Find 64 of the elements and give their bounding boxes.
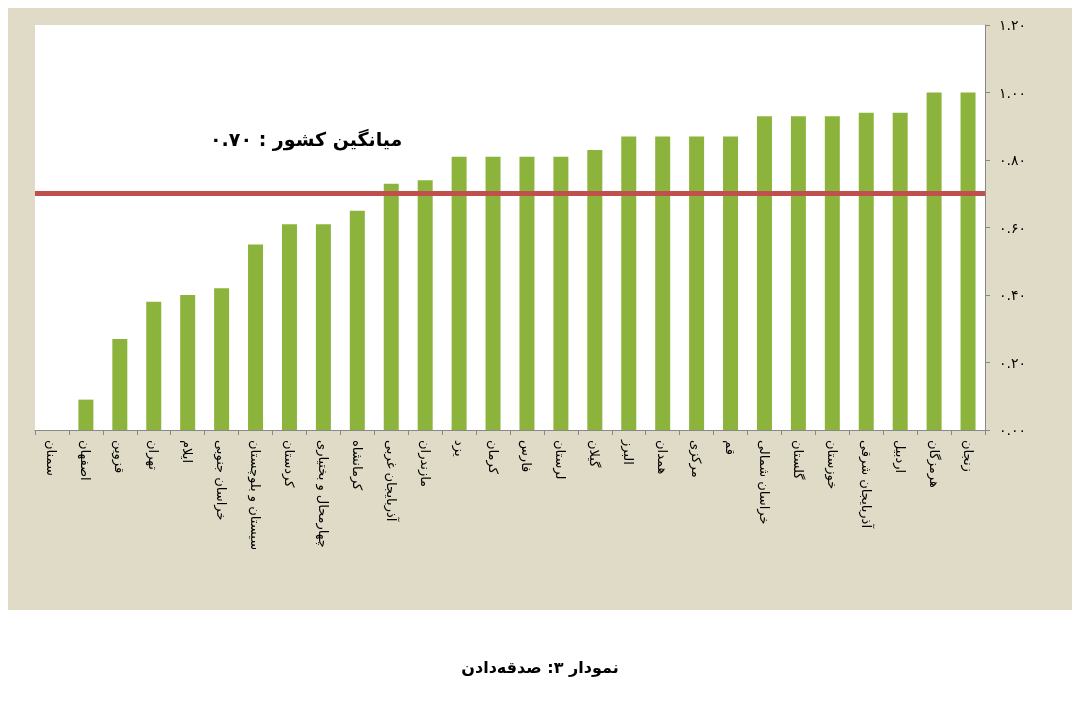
bar — [451, 156, 467, 430]
bar — [349, 210, 365, 430]
x-tick-label: البرز — [620, 439, 637, 465]
x-tick-label: زنجان — [959, 440, 976, 472]
bar — [723, 136, 739, 430]
x-tick-label: قم — [722, 440, 739, 455]
bar — [689, 136, 705, 430]
x-tick-label: کردستان — [280, 440, 297, 489]
x-tick-label: سیستان و بلوچستان — [247, 440, 264, 551]
ref-line-label: میانگین کشور : ۰.۷۰ — [210, 128, 403, 152]
x-tick-label: قزوین — [111, 440, 128, 474]
x-tick-label: گیلان — [587, 440, 603, 469]
bar — [112, 338, 128, 430]
x-tick-label: خراسان شمالی — [755, 440, 772, 525]
bar — [756, 116, 772, 430]
x-tick-label: اصفهان — [77, 440, 94, 481]
bar — [587, 149, 603, 430]
bar — [281, 224, 297, 430]
x-tick-label: کرمانشاه — [348, 440, 365, 492]
y-tick-label: ۰.۲۰ — [999, 354, 1027, 371]
x-tick-label: اردبیل — [891, 440, 908, 474]
bar — [960, 92, 976, 430]
x-tick-label: ایلام — [180, 440, 196, 464]
bar — [248, 244, 264, 430]
x-tick-label: آذربایجان غربی — [382, 440, 400, 523]
bar — [621, 136, 637, 430]
bar — [78, 399, 94, 430]
x-tick-label: لرستان — [552, 440, 569, 480]
x-tick-label: کرمان — [484, 440, 501, 475]
x-tick-label: چهارمحال و بختیاری — [314, 440, 331, 548]
x-tick-label: همدان — [655, 440, 671, 475]
bar — [417, 180, 433, 430]
bar — [824, 116, 840, 430]
y-tick-label: ۰.۸۰ — [999, 152, 1027, 168]
x-tick-label: فارس — [518, 440, 535, 473]
x-tick-label: مازندران — [416, 440, 433, 488]
bar — [790, 116, 806, 430]
y-tick-label: ۰.۰۰ — [999, 422, 1027, 438]
bar — [315, 224, 331, 430]
x-tick-label: هرمزگان — [925, 440, 942, 489]
x-tick-label: مرکزی — [688, 440, 705, 478]
bar — [519, 156, 535, 430]
x-tick-label: گلستان — [790, 440, 806, 481]
y-tick-label: ۱.۲۰ — [999, 17, 1027, 33]
x-tick-label: سمنان — [44, 440, 60, 476]
y-tick-label: ۰.۴۰ — [999, 287, 1027, 303]
bar — [553, 156, 569, 430]
y-tick-label: ۰.۶۰ — [999, 219, 1027, 236]
bar — [146, 301, 162, 430]
bar — [858, 112, 874, 430]
x-tick-label: تهران — [145, 440, 162, 471]
bar — [655, 136, 671, 430]
bar — [892, 112, 908, 430]
bar — [214, 288, 230, 430]
bar — [926, 92, 942, 430]
bar — [383, 183, 399, 430]
y-tick-label: ۱.۰۰ — [999, 84, 1027, 101]
x-tick-label: آذربایجان شرقی — [857, 440, 875, 530]
bar — [180, 295, 196, 430]
bar — [485, 156, 501, 430]
x-tick-label: خراسان جنوبی — [213, 440, 230, 521]
text: نمودار ۳: صدقه‌دادن — [461, 657, 619, 677]
x-tick-label: یزد — [450, 440, 467, 457]
x-tick-label: خوزستان — [823, 440, 840, 490]
